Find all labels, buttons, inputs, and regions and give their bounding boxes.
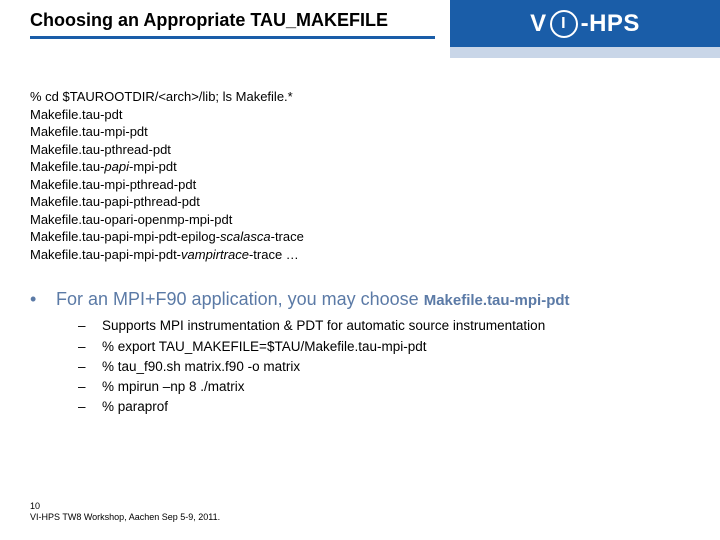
code-line: Makefile.tau-opari-openmp-mpi-pdt (30, 211, 690, 229)
banner-accent (450, 47, 720, 58)
bullet-section: • For an MPI+F90 application, you may ch… (30, 289, 690, 417)
code-line: Makefile.tau-mpi-pdt (30, 123, 690, 141)
dash-icon: – (78, 337, 90, 357)
dash-icon: – (78, 316, 90, 336)
logo-circle: I (550, 10, 578, 38)
title-underline (30, 36, 435, 39)
code-line: Makefile.tau-papi-mpi-pdt (30, 158, 690, 176)
footer: 10 VI-HPS TW8 Workshop, Aachen Sep 5-9, … (30, 501, 220, 524)
list-item: –% export TAU_MAKEFILE=$TAU/Makefile.tau… (78, 337, 690, 357)
sub-list: –Supports MPI instrumentation & PDT for … (78, 316, 690, 417)
main-bullet-text: For an MPI+F90 application, you may choo… (56, 289, 570, 310)
bullet-icon: • (30, 289, 44, 310)
logo: V I -HPS (530, 10, 640, 38)
dash-icon: – (78, 377, 90, 397)
list-item: –Supports MPI instrumentation & PDT for … (78, 316, 690, 336)
logo-suffix: -HPS (581, 10, 640, 38)
logo-prefix: V (530, 10, 547, 38)
code-line: Makefile.tau-pthread-pdt (30, 141, 690, 159)
header: Choosing an Appropriate TAU_MAKEFILE V I… (0, 0, 720, 58)
footer-text: VI-HPS TW8 Workshop, Aachen Sep 5-9, 201… (30, 512, 220, 524)
content: % cd $TAUROOTDIR/<arch>/lib; ls Makefile… (0, 58, 720, 418)
code-line: Makefile.tau-pdt (30, 106, 690, 124)
main-bullet: • For an MPI+F90 application, you may ch… (30, 289, 690, 310)
code-line: % cd $TAUROOTDIR/<arch>/lib; ls Makefile… (30, 88, 690, 106)
code-line: Makefile.tau-papi-mpi-pdt-epilog-scalasc… (30, 228, 690, 246)
page-title: Choosing an Appropriate TAU_MAKEFILE (30, 10, 388, 31)
code-line: Makefile.tau-papi-mpi-pdt-vampirtrace-tr… (30, 246, 690, 264)
code-line: Makefile.tau-mpi-pthread-pdt (30, 176, 690, 194)
code-line: Makefile.tau-papi-pthread-pdt (30, 193, 690, 211)
dash-icon: – (78, 357, 90, 377)
brand-banner: V I -HPS (450, 0, 720, 47)
list-item: –% tau_f90.sh matrix.f90 -o matrix (78, 357, 690, 377)
code-block: % cd $TAUROOTDIR/<arch>/lib; ls Makefile… (30, 88, 690, 263)
list-item: –% mpirun –np 8 ./matrix (78, 377, 690, 397)
list-item: –% paraprof (78, 397, 690, 417)
dash-icon: – (78, 397, 90, 417)
page-number: 10 (30, 501, 220, 513)
